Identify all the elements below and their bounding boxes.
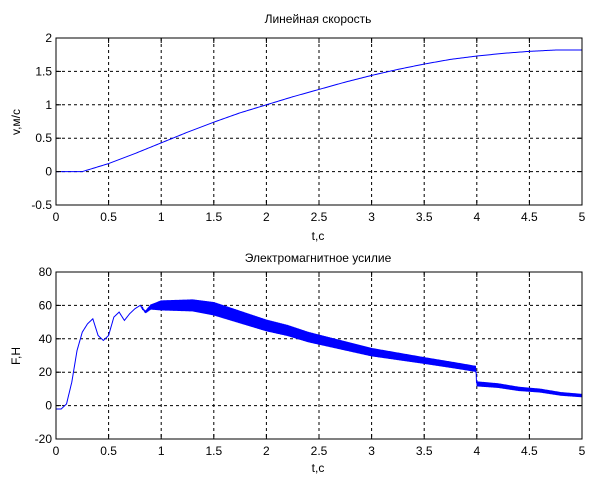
- velocity-ytick-label: 2: [45, 31, 52, 45]
- force-xtick-label: 1: [158, 444, 165, 458]
- force-ytick-label: -20: [35, 432, 53, 446]
- force-xtick-label: 0.5: [100, 444, 117, 458]
- velocity-series-line: [56, 49, 582, 173]
- velocity-axes: Линейная скорость t,c v,м/с 0 0.5 1 1.5 2 2.5…: [9, 12, 586, 243]
- velocity-ytick-label: 0: [45, 165, 52, 179]
- force-ytick-label: 80: [39, 265, 53, 279]
- force-ytick-label: 0: [45, 399, 52, 413]
- velocity-ytick-label: -0.5: [31, 198, 52, 212]
- velocity-title: Линейная скорость: [265, 12, 372, 26]
- force-xtick-label: 1.5: [205, 444, 222, 458]
- velocity-xtick-label: 0.5: [100, 210, 117, 224]
- velocity-xtick-label: 1: [158, 210, 165, 224]
- force-xtick-label: 4.5: [521, 444, 538, 458]
- force-title: Электромагнитное усилие: [245, 251, 392, 265]
- velocity-xtick-label: 3.5: [416, 210, 433, 224]
- force-xtick-label: 4: [473, 444, 480, 458]
- velocity-xtick-label: 3: [368, 210, 375, 224]
- velocity-xtick-label: 4.5: [521, 210, 538, 224]
- force-axes: Электромагнитное усилие t,c F,H 0 0.5 1 1.5…: [9, 251, 586, 475]
- velocity-xtick-label: 4: [473, 210, 480, 224]
- force-ytick-label: 60: [39, 298, 53, 312]
- velocity-xtick-label: 2: [263, 210, 270, 224]
- velocity-xtick-label: 5: [579, 210, 586, 224]
- force-xtick-label: 3.5: [416, 444, 433, 458]
- velocity-xlabel: t,c: [312, 229, 325, 243]
- force-ylabel: F,H: [9, 347, 23, 365]
- force-xtick-label: 0: [53, 444, 60, 458]
- velocity-ytick-label: 1: [45, 98, 52, 112]
- velocity-xtick-label: 0: [53, 210, 60, 224]
- force-xtick-label: 2: [263, 444, 270, 458]
- velocity-xtick-label: 2.5: [311, 210, 328, 224]
- velocity-xtick-label: 1.5: [205, 210, 222, 224]
- force-xtick-label: 5: [579, 444, 586, 458]
- force-xtick-label: 3: [368, 444, 375, 458]
- force-ytick-label: 40: [39, 332, 53, 346]
- velocity-ytick-label: 1.5: [35, 64, 52, 78]
- velocity-ylabel: v,м/с: [9, 109, 23, 135]
- force-ytick-label: 20: [39, 365, 53, 379]
- force-series-line: [56, 299, 583, 410]
- velocity-ytick-label: 0.5: [35, 131, 52, 145]
- force-xtick-label: 2.5: [311, 444, 328, 458]
- force-xlabel: t,c: [312, 461, 325, 475]
